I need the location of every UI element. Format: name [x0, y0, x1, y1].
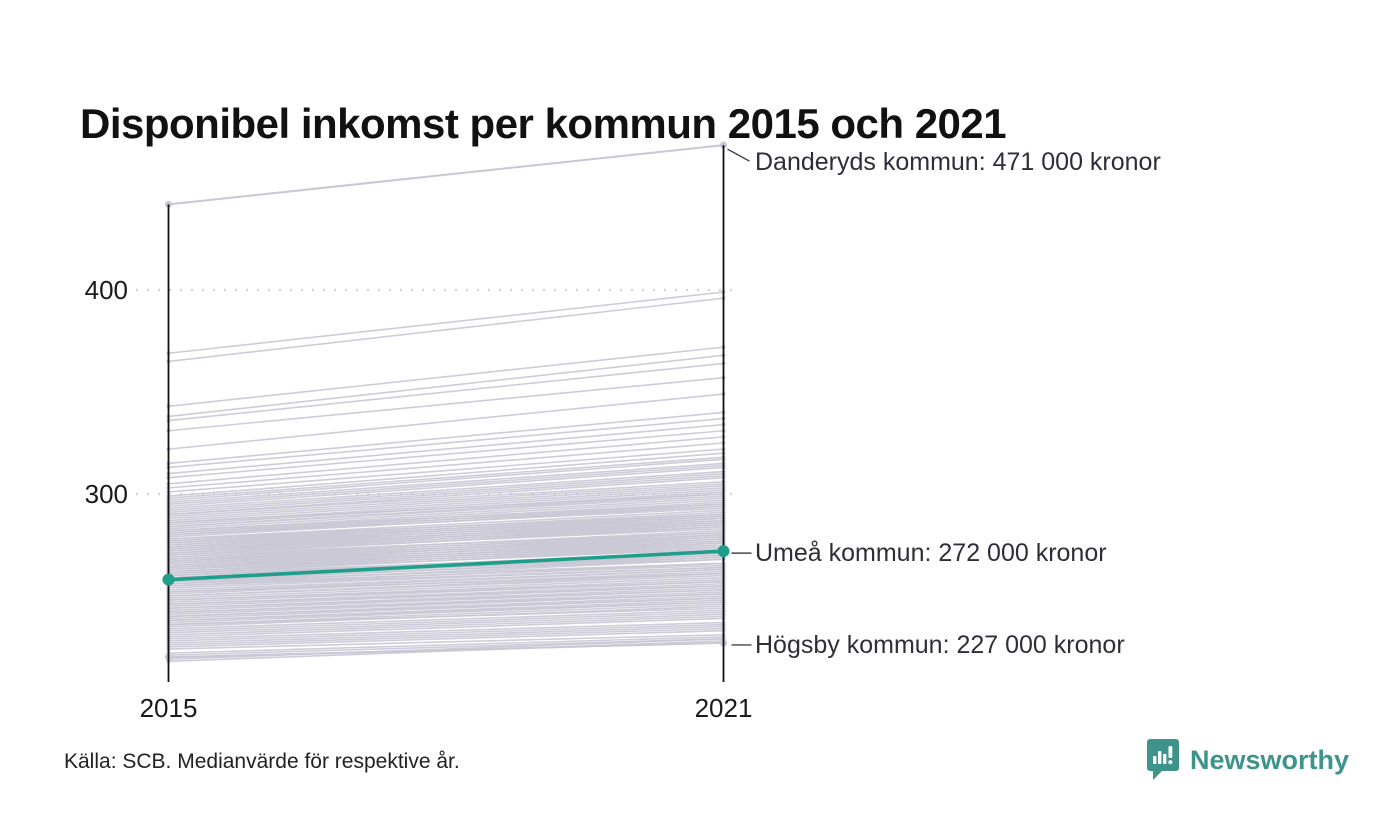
background-line [168, 393, 724, 450]
background-line [168, 495, 724, 528]
background-line [168, 354, 724, 418]
background-line [168, 605, 724, 628]
background-line [168, 376, 724, 432]
background-line [168, 597, 724, 620]
highlight-dot [717, 545, 730, 558]
background-line [168, 452, 724, 497]
background-line [168, 423, 724, 475]
background-line [168, 485, 724, 520]
background-line [168, 576, 724, 599]
background-line [168, 566, 724, 589]
background-line [168, 525, 724, 556]
background-line [168, 585, 724, 607]
background-line [168, 546, 724, 575]
newsworthy-icon [1147, 739, 1179, 780]
leader-line [727, 148, 750, 162]
background-line [168, 462, 724, 503]
background-line [168, 580, 724, 603]
background-line [168, 574, 724, 597]
highlight-line [168, 549, 724, 582]
background-line [168, 411, 724, 465]
background-line [168, 638, 724, 661]
background-line [168, 362, 724, 422]
chart-title: Disponibel inkomst per kommun 2015 och 2… [80, 100, 1007, 148]
background-line [168, 483, 724, 518]
newsworthy-wordmark: Newsworthy [1190, 744, 1350, 775]
background-line [168, 558, 724, 585]
background-line [168, 629, 724, 648]
background-line [168, 480, 724, 516]
background-line [168, 615, 724, 636]
background-line [168, 464, 724, 505]
y-tick-300: 300 [84, 479, 128, 509]
background-line [168, 633, 724, 650]
annotation-danderyd: Danderyds kommun: 471 000 kronor [755, 148, 1161, 177]
background-line [168, 593, 724, 616]
named-line [168, 641, 724, 659]
background-line [168, 636, 724, 654]
background-line [168, 617, 724, 638]
background-line [168, 613, 724, 634]
background-line [168, 609, 724, 630]
background-line [168, 346, 724, 408]
annotation-umea: Umeå kommun: 272 000 kronor [755, 539, 1107, 568]
named-line [168, 144, 724, 206]
background-line [168, 474, 724, 514]
background-line [168, 456, 724, 499]
x-tick-2015: 2015 [139, 693, 198, 723]
background-line [168, 623, 724, 642]
annotation-hogsby: Högsby kommun: 227 000 kronor [755, 630, 1125, 659]
background-line [168, 442, 724, 489]
background-line [168, 417, 724, 469]
background-line [168, 436, 724, 485]
background-line [168, 466, 724, 508]
y-tick-400: 400 [84, 275, 128, 305]
background-line [168, 429, 724, 479]
background-line [168, 621, 724, 640]
background-line [168, 570, 724, 595]
source-note: Källa: SCB. Medianvärde för respektive å… [64, 750, 460, 773]
background-line [168, 472, 724, 512]
background-line [168, 505, 724, 538]
background-line [168, 601, 724, 624]
background-line [168, 448, 724, 493]
background-line [168, 589, 724, 612]
background-line [168, 640, 724, 663]
background-line [168, 470, 724, 510]
background-line [168, 458, 724, 501]
background-line [168, 625, 724, 644]
background-line [168, 556, 724, 583]
x-tick-2021: 2021 [694, 693, 753, 723]
background-line [168, 291, 724, 355]
background-line [168, 611, 724, 632]
newsworthy-logo: Newsworthy [1146, 738, 1349, 782]
background-line [168, 497, 724, 530]
background-line [168, 627, 724, 646]
highlight-dot [162, 573, 175, 586]
background-line [168, 491, 724, 526]
background-line [168, 487, 724, 522]
background-line [168, 297, 724, 363]
